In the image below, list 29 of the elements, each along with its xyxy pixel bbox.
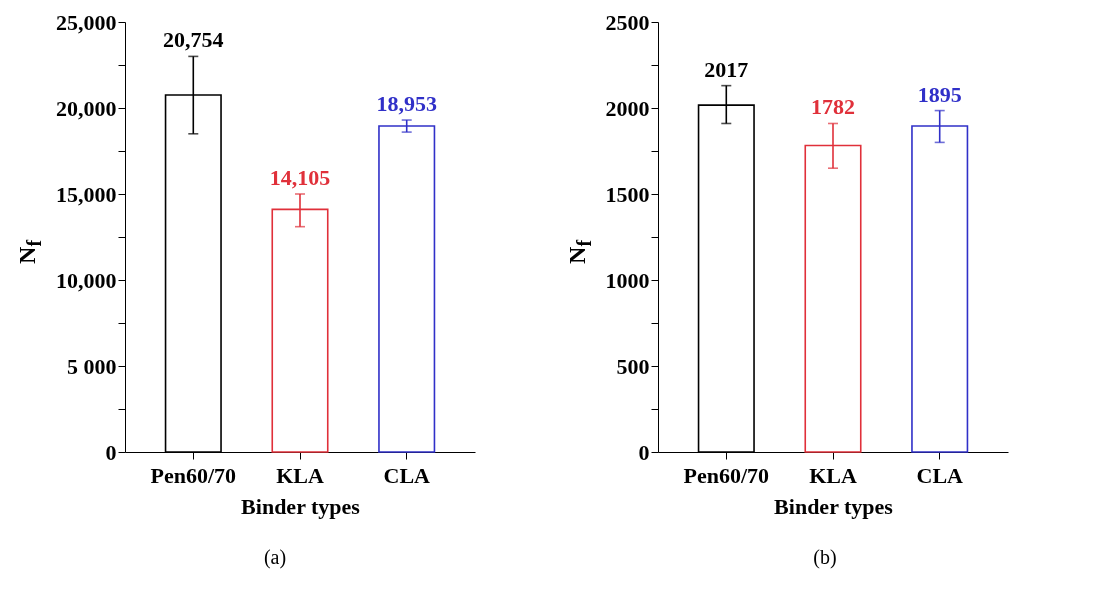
x-tick-label: Pen60/70	[150, 462, 237, 488]
y-tick-label: 1000	[605, 267, 650, 293]
x-axis-title: Binder types	[241, 493, 361, 519]
bar	[378, 125, 436, 453]
x-tick-label: Pen60/70	[683, 462, 770, 488]
data-label: 1895	[917, 81, 962, 107]
y-tick-label: 500	[616, 353, 650, 379]
data-label: 14,105	[269, 165, 331, 190]
data-label: 18,953	[376, 91, 437, 117]
y-tick-label: 2000	[605, 95, 650, 121]
y-tick-label: 25,000	[56, 9, 117, 35]
text: (a)	[262, 546, 288, 569]
data-label: 1782	[811, 94, 855, 120]
y-tick-label: 5 000	[67, 353, 117, 379]
y-tick-label: 0	[105, 439, 117, 465]
y-tick-label: 2500	[605, 9, 650, 35]
x-tick-label: CLA	[916, 462, 964, 488]
y-tick-label: 0	[638, 439, 650, 465]
y-tick-label: 1500	[605, 181, 650, 207]
x-tick-label: KLA	[809, 462, 857, 488]
y-tick-label: 10,000	[56, 267, 117, 293]
y-tick-label: 20,000	[56, 95, 117, 121]
text: (b)	[812, 546, 838, 569]
x-tick-label: KLA	[276, 462, 324, 488]
data-label: 20,754	[163, 27, 224, 53]
x-tick-label: CLA	[383, 462, 431, 488]
data-label: 2017	[704, 56, 749, 82]
y-tick-label: 15,000	[56, 181, 117, 207]
x-axis-title: Binder types	[774, 493, 894, 519]
